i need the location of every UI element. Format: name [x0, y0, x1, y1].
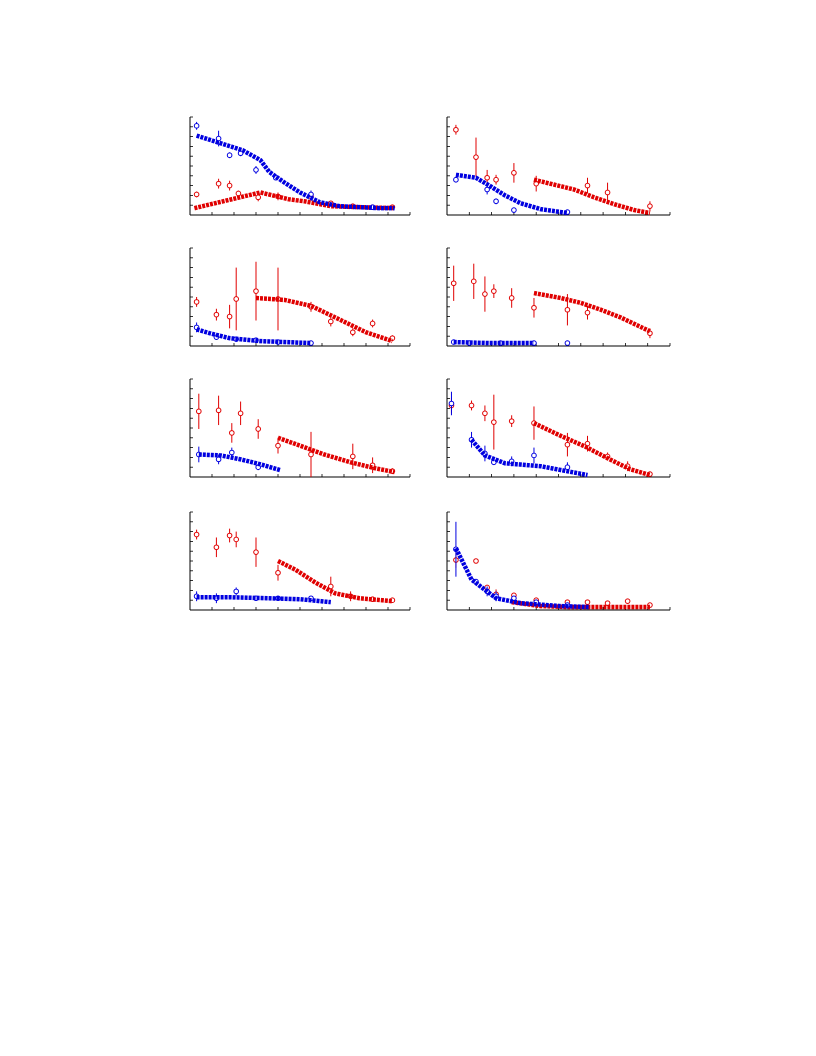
data-point — [235, 190, 242, 197]
fit-curve — [533, 421, 651, 478]
data-point — [350, 453, 356, 460]
fit-curve — [196, 595, 332, 605]
data-point — [193, 123, 200, 129]
data-point — [564, 441, 571, 448]
data-point — [604, 189, 611, 196]
data-point — [491, 419, 497, 425]
data-point — [229, 449, 235, 456]
data-point — [448, 400, 455, 407]
fit-curve — [533, 290, 651, 334]
data-point — [564, 340, 571, 346]
fit-curve — [195, 327, 312, 346]
data-point — [531, 452, 537, 459]
data-point — [453, 176, 459, 183]
data-point — [624, 598, 631, 604]
fit-curve — [455, 172, 568, 216]
data-point — [491, 288, 497, 294]
data-point — [493, 176, 499, 183]
fit-curve — [533, 177, 651, 216]
data-point — [193, 531, 200, 538]
fit-curve — [277, 435, 396, 475]
data-point — [450, 280, 457, 287]
data-point — [253, 167, 259, 173]
data-point — [328, 318, 334, 325]
fit-curve — [255, 295, 394, 344]
data-point — [233, 296, 239, 302]
data-point — [328, 583, 334, 590]
data-point — [213, 311, 220, 318]
data-point — [584, 309, 591, 316]
data-point — [193, 191, 200, 198]
data-point — [508, 418, 515, 424]
data-point — [473, 154, 479, 160]
data-point — [511, 170, 517, 176]
data-point — [215, 456, 222, 463]
data-point — [484, 186, 490, 193]
fit-curve — [276, 558, 393, 604]
data-point — [196, 408, 202, 415]
data-point — [237, 410, 244, 417]
data-point — [226, 182, 233, 189]
data-point — [473, 558, 479, 564]
data-point — [511, 207, 517, 213]
data-point — [604, 600, 611, 606]
fit-curve — [453, 339, 534, 346]
fit-curve — [198, 452, 281, 473]
data-point — [369, 320, 376, 327]
fit-curve — [195, 133, 395, 211]
data-point — [213, 544, 220, 551]
data-point — [484, 174, 490, 181]
data-point — [350, 329, 356, 336]
data-point — [215, 180, 222, 187]
data-point — [255, 426, 262, 432]
data-point — [275, 442, 281, 449]
data-point — [233, 536, 239, 543]
data-point — [584, 182, 591, 189]
data-point — [564, 464, 571, 471]
data-point — [470, 278, 477, 285]
data-point — [215, 407, 222, 414]
data-point — [275, 569, 281, 576]
fit-curve — [193, 190, 395, 211]
data-point — [468, 402, 475, 409]
data-point — [584, 599, 591, 605]
data-point — [564, 306, 571, 313]
data-point — [233, 588, 239, 595]
fit-curve — [453, 547, 590, 610]
data-point — [229, 430, 235, 436]
data-point — [482, 410, 488, 417]
data-point — [493, 198, 499, 205]
fit-curve — [469, 438, 588, 478]
data-point — [531, 304, 537, 311]
data-point — [453, 126, 459, 133]
data-point — [226, 313, 233, 320]
data-point — [226, 532, 233, 539]
data-point — [226, 152, 233, 159]
data-point — [193, 299, 200, 305]
data-point — [253, 549, 259, 555]
data-point — [482, 291, 488, 297]
data-point — [647, 203, 653, 209]
data-point — [508, 295, 515, 301]
data-point — [308, 451, 314, 458]
data-point — [255, 194, 262, 201]
data-point — [253, 288, 259, 294]
